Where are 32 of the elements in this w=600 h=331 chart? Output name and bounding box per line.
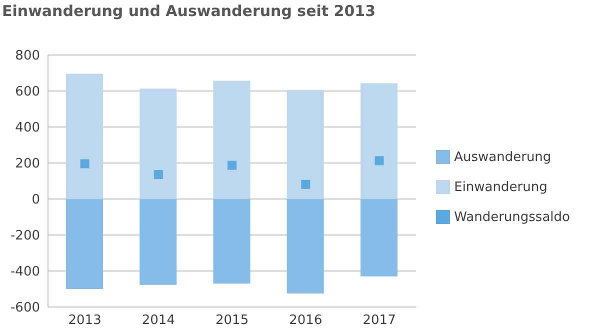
x-tick-label: 2015: [216, 313, 249, 328]
bar: [66, 199, 103, 289]
point: [374, 156, 384, 166]
point: [80, 159, 90, 168]
x-tick-label: 2013: [68, 313, 102, 328]
y-tick-label: -400: [10, 264, 40, 280]
bar: [286, 199, 324, 294]
legend-label: Einwanderung: [454, 180, 548, 195]
point: [301, 180, 310, 189]
y-tick-label: 200: [15, 156, 40, 172]
y-tick-label: -200: [10, 228, 40, 244]
bar: [360, 199, 398, 276]
bar: [213, 80, 250, 199]
y-tick-label: 800: [15, 48, 40, 64]
legend-label: Wanderungssaldo: [454, 210, 570, 225]
point: [228, 160, 237, 170]
x-tick-label: 2014: [142, 313, 175, 328]
bar: [286, 90, 324, 199]
y-tick-label: 400: [15, 120, 40, 136]
bar: [140, 88, 177, 199]
bar: [66, 74, 103, 199]
y-tick-label: -600: [10, 300, 40, 316]
y-tick-label: 600: [15, 84, 40, 100]
legend-label: Auswanderung: [454, 150, 552, 165]
point: [154, 170, 163, 180]
x-tick-label: 2016: [289, 313, 322, 328]
x-tick-label: 2017: [362, 313, 396, 328]
bar: [213, 199, 250, 284]
y-tick-label: 0: [32, 192, 40, 208]
chart-title: Einwanderung und Auswanderung seit 2013: [2, 2, 376, 20]
bar: [140, 199, 177, 285]
bar: [360, 83, 398, 199]
